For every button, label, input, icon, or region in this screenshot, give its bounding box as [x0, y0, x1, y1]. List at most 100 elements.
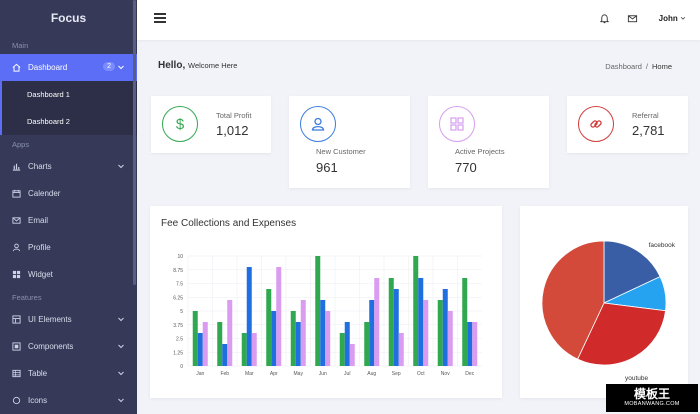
top-header: John — [137, 0, 700, 40]
bar[interactable] — [418, 278, 424, 366]
chevron-down-icon — [118, 164, 124, 169]
pie-slice[interactable] — [541, 240, 605, 360]
sidebar-scrollbar[interactable] — [133, 0, 136, 285]
x-tick-label: Jun — [319, 371, 327, 377]
chevron-down-icon — [118, 344, 124, 349]
pie-chart: facebook youtube — [541, 240, 676, 382]
stat-card-referral[interactable]: Referral 2,781 — [567, 96, 688, 153]
bar[interactable] — [437, 300, 443, 366]
stat-label: Active Projects — [455, 147, 505, 156]
bar[interactable] — [398, 333, 404, 366]
bar[interactable] — [217, 322, 223, 366]
pie-slice[interactable] — [603, 240, 661, 304]
bar[interactable] — [197, 333, 203, 366]
bar[interactable] — [423, 300, 429, 366]
section-label-features: Features — [12, 292, 42, 302]
bar[interactable] — [251, 333, 257, 366]
stat-label: Total Profit — [216, 111, 252, 120]
x-tick-label: Feb — [220, 371, 229, 377]
bar[interactable] — [325, 311, 331, 366]
brand-logo[interactable]: Focus — [50, 11, 87, 25]
sidebar-item-ui-elements[interactable]: UI Elements — [0, 306, 137, 333]
user-menu[interactable]: John — [659, 14, 686, 23]
y-tick-label: 8.75 — [173, 268, 183, 274]
sidebar-item-dashboard[interactable]: Dashboard 2 — [0, 54, 137, 81]
bar[interactable] — [413, 256, 419, 366]
y-tick-label: 10 — [177, 254, 183, 260]
bar[interactable] — [369, 300, 375, 366]
chart-title: Fee Collections and Expenses — [161, 218, 297, 229]
bar[interactable] — [462, 278, 468, 366]
y-tick-label: 0 — [180, 364, 183, 370]
pie-chart-card: facebook youtube — [520, 206, 688, 398]
y-tick-label: 6.25 — [173, 295, 183, 301]
bar[interactable] — [320, 300, 326, 366]
hamburger-menu-icon[interactable] — [154, 13, 166, 23]
bar[interactable] — [349, 344, 355, 366]
icons-icon — [12, 396, 21, 405]
stat-value: 2,781 — [632, 123, 665, 138]
sidebar-item-label: Profile — [28, 243, 51, 252]
bar[interactable] — [192, 311, 198, 366]
bar[interactable] — [266, 289, 272, 366]
chevron-down-icon — [118, 65, 124, 70]
sidebar: Focus Main Dashboard 2 Dashboard 1 Dashb… — [0, 0, 137, 414]
bell-icon[interactable] — [599, 13, 610, 24]
bar[interactable] — [447, 311, 453, 366]
bar[interactable] — [271, 311, 277, 366]
bar[interactable] — [276, 267, 282, 366]
mail-icon[interactable] — [627, 13, 638, 24]
bar[interactable] — [393, 289, 399, 366]
user-icon — [300, 106, 336, 142]
sidebar-item-profile[interactable]: Profile — [0, 234, 137, 261]
x-tick-label: Jan — [196, 371, 204, 377]
bar[interactable] — [300, 300, 306, 366]
y-tick-label: 2.5 — [176, 337, 183, 343]
fee-chart-card: Fee Collections and Expenses 0 1.25 2.5 3.7… — [150, 206, 502, 398]
bar[interactable] — [344, 322, 350, 366]
stat-label: New Customer — [316, 147, 366, 156]
bar[interactable] — [290, 311, 296, 366]
bar[interactable] — [388, 278, 394, 366]
sidebar-item-email[interactable]: Email — [0, 207, 137, 234]
bar[interactable] — [374, 278, 380, 366]
bar[interactable] — [222, 344, 228, 366]
sidebar-item-charts[interactable]: Charts — [0, 153, 137, 180]
x-tick-label: Oct — [417, 371, 425, 377]
sidebar-item-label: UI Elements — [28, 315, 72, 324]
section-label-main: Main — [12, 40, 29, 50]
sidebar-item-calender[interactable]: Calender — [0, 180, 137, 207]
bar[interactable] — [246, 267, 252, 366]
chevron-down-icon — [118, 398, 124, 403]
table-icon — [12, 369, 21, 378]
bar[interactable] — [227, 300, 233, 366]
bar[interactable] — [202, 322, 208, 366]
bar[interactable] — [295, 322, 301, 366]
sidebar-subitem-dashboard-1[interactable]: Dashboard 1 — [0, 81, 137, 108]
bar[interactable] — [315, 256, 321, 366]
stat-card-new-customer[interactable]: New Customer 961 — [289, 96, 410, 188]
x-tick-label: May — [294, 371, 304, 377]
sidebar-item-icons[interactable]: Icons — [0, 387, 137, 414]
sidebar-subitem-dashboard-2[interactable]: Dashboard 2 — [0, 108, 137, 135]
sidebar-item-widget[interactable]: Widget — [0, 261, 137, 288]
stat-card-total-profit[interactable]: $ Total Profit 1,012 — [151, 96, 271, 153]
sidebar-item-label: Icons — [28, 396, 48, 405]
bar[interactable] — [442, 289, 448, 366]
bar[interactable] — [339, 333, 345, 366]
stat-value: 1,012 — [216, 123, 249, 138]
bar[interactable] — [472, 322, 478, 366]
pie-label-youtube: youtube — [625, 375, 649, 382]
page-title: Hello, Welcome Here — [158, 60, 238, 71]
chevron-down-icon — [118, 371, 124, 376]
sidebar-item-table[interactable]: Table — [0, 360, 137, 387]
sidebar-item-components[interactable]: Components — [0, 333, 137, 360]
bar[interactable] — [364, 322, 370, 366]
bar[interactable] — [467, 322, 473, 366]
breadcrumb-link-dashboard[interactable]: Dashboard — [605, 62, 642, 71]
bar[interactable] — [241, 333, 247, 366]
pie-slice[interactable] — [577, 302, 666, 366]
mail-icon — [12, 216, 21, 225]
stat-card-active-projects[interactable]: Active Projects 770 — [428, 96, 549, 188]
link-icon — [578, 106, 614, 142]
